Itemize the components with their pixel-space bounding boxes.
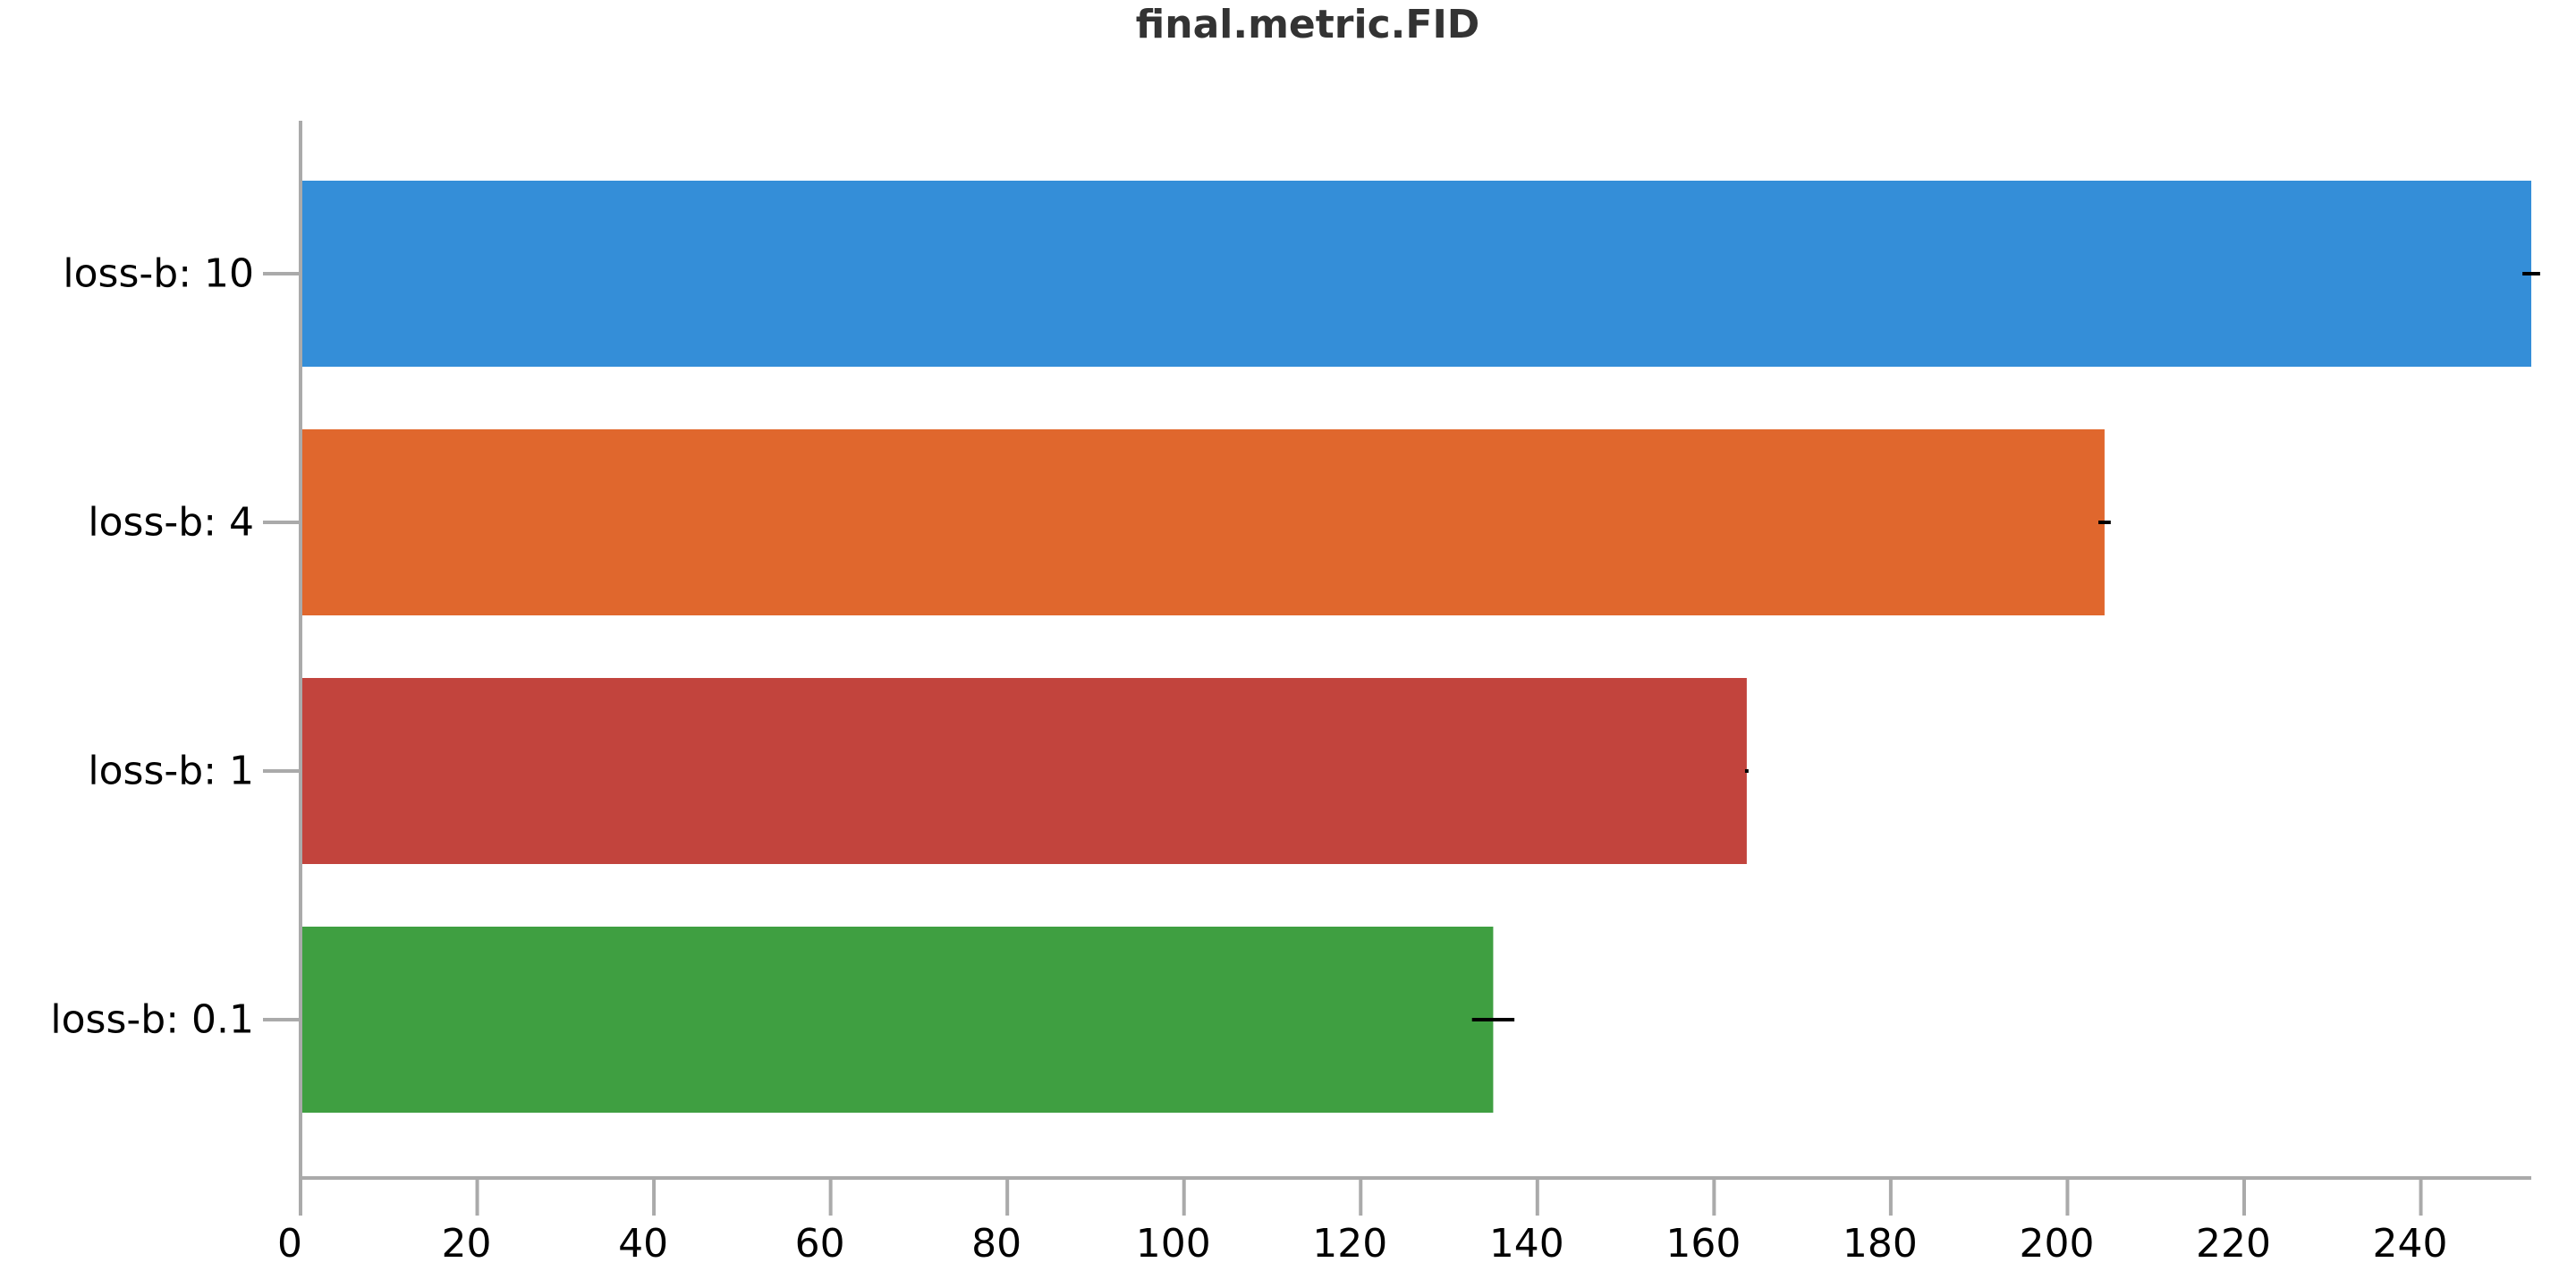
chart-title: final.metric.FID bbox=[1136, 2, 1480, 47]
bar-loss-b-4 bbox=[301, 429, 2105, 615]
y-tick-label: loss-b: 10 bbox=[63, 251, 254, 297]
bar-loss-b-0-1 bbox=[301, 927, 1494, 1113]
y-tick-label: loss-b: 1 bbox=[88, 749, 254, 794]
x-tick-label: 80 bbox=[971, 1221, 1021, 1267]
axes-layer: loss-b: 10 loss-b: 4 loss-b: 1 loss-b: 0.1 0… bbox=[50, 121, 2531, 1267]
bar-loss-b-10 bbox=[301, 181, 2531, 367]
bars-layer bbox=[301, 181, 2540, 1113]
x-tick-label: 200 bbox=[2019, 1221, 2094, 1267]
x-tick-label: 180 bbox=[1843, 1221, 1918, 1267]
x-tick-label: 0 bbox=[277, 1221, 302, 1267]
x-tick-label: 40 bbox=[618, 1221, 668, 1267]
x-tick-label: 120 bbox=[1312, 1221, 1387, 1267]
x-tick-label: 220 bbox=[2196, 1221, 2271, 1267]
x-tick-label: 20 bbox=[442, 1221, 492, 1267]
x-tick-label: 140 bbox=[1489, 1221, 1564, 1267]
x-tick-label: 60 bbox=[795, 1221, 845, 1267]
y-tick-label: loss-b: 4 bbox=[88, 500, 254, 546]
x-tick-label: 160 bbox=[1665, 1221, 1741, 1267]
x-tick-label: 240 bbox=[2373, 1221, 2448, 1267]
y-tick-label: loss-b: 0.1 bbox=[50, 997, 254, 1043]
x-tick-label: 100 bbox=[1136, 1221, 1211, 1267]
bar-loss-b-1 bbox=[301, 678, 1747, 864]
